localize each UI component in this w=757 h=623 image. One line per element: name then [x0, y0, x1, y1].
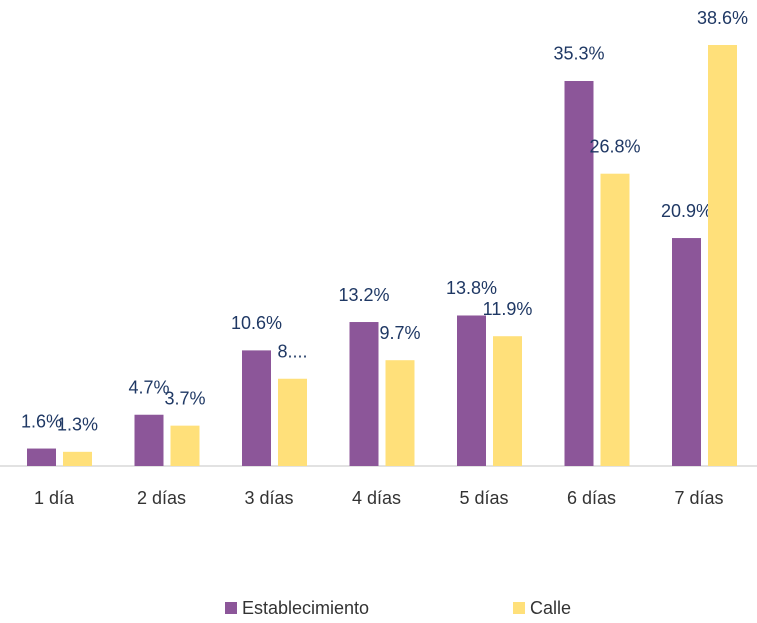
x-tick-label: 4 días — [352, 488, 401, 508]
bar — [27, 448, 56, 466]
legend-label: Establecimiento — [242, 598, 369, 618]
legend-swatch — [513, 602, 525, 614]
value-label: 9.7% — [379, 323, 420, 343]
value-label: 13.8% — [446, 278, 497, 298]
x-tick-label: 2 días — [137, 488, 186, 508]
value-label: 1.3% — [57, 415, 98, 435]
bar — [708, 45, 737, 466]
value-label: 13.2% — [338, 285, 389, 305]
legend-swatch — [225, 602, 237, 614]
value-label: 26.8% — [589, 136, 640, 156]
x-tick-label: 5 días — [459, 488, 508, 508]
value-label: 1.6% — [21, 411, 62, 431]
bar — [170, 425, 200, 466]
bar — [242, 350, 271, 466]
x-tick-label: 7 días — [674, 488, 723, 508]
bar — [63, 451, 92, 466]
value-label: 3.7% — [164, 388, 205, 408]
value-label: 8.... — [277, 341, 307, 361]
bar — [493, 336, 522, 466]
value-label: 20.9% — [661, 201, 712, 221]
bar — [672, 238, 701, 466]
value-label: 4.7% — [128, 377, 169, 397]
value-label: 38.6% — [697, 8, 748, 28]
bar — [457, 315, 486, 466]
value-label: 11.9% — [483, 299, 533, 319]
legend-label: Calle — [530, 598, 571, 618]
value-label: 35.3% — [553, 44, 604, 64]
value-label: 10.6% — [231, 313, 282, 333]
x-tick-label: 1 día — [34, 488, 75, 508]
bar — [349, 322, 379, 466]
bar — [600, 173, 630, 467]
bar — [564, 80, 594, 467]
x-tick-label: 6 días — [567, 488, 616, 508]
x-tick-label: 3 días — [244, 488, 293, 508]
bar — [278, 378, 307, 466]
bar — [385, 360, 415, 466]
bar — [134, 414, 164, 466]
